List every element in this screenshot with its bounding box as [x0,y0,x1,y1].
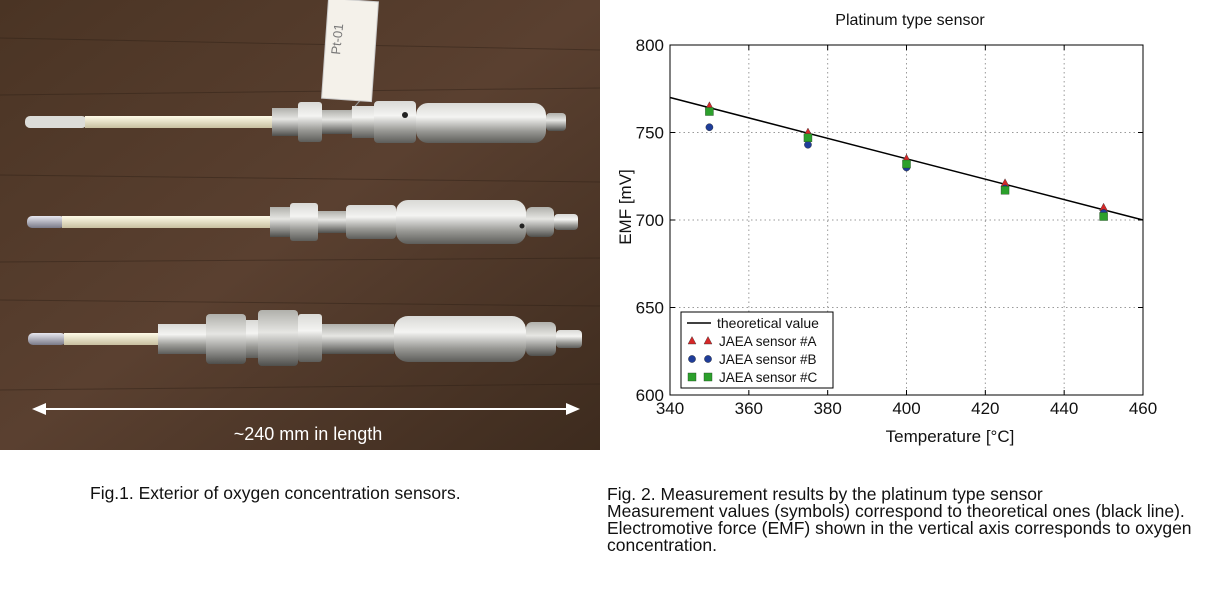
length-label: ~240 mm in length [234,424,383,444]
data-point-series-c [902,159,911,169]
tag-label: Pt-01 [328,23,346,55]
sensor-photo: Pt-01 [0,0,600,450]
y-tick-label: 800 [636,36,664,55]
legend-label: JAEA sensor #A [719,334,817,349]
data-point-series-c [1099,212,1108,221]
axis-ticks: 340 360 380 400 420 440 460 600 650 700 750 800 [636,36,1158,418]
x-tick-label: 380 [813,399,841,418]
x-tick-label: 400 [892,399,920,418]
y-tick-label: 600 [636,386,664,405]
sensor-probe-2 [27,200,578,244]
figure-2-caption-line: Measurement values (symbols) correspond … [607,501,1185,521]
x-tick-label: 440 [1050,399,1078,418]
sample-tag: Pt-01 [321,0,379,113]
figure-2-caption-line: Fig. 2. Measurement results by the plati… [607,484,1043,504]
y-tick-label: 700 [636,211,664,230]
legend-marker [704,355,712,363]
sensor-probe-3 [28,310,582,366]
y-tick-label: 650 [636,299,664,318]
emf-chart: Platinum type sensor 340 360 380 400 420 440 4… [616,12,1158,446]
figure-2-caption: Fig. 2. Measurement results by the plati… [607,484,1229,555]
x-tick-label: 420 [971,399,999,418]
x-tick-label: 360 [735,399,763,418]
x-axis-label: Temperature [°C] [886,427,1015,446]
chart-legend: theoretical value JAEA sensor #A JAEA sens… [680,311,834,389]
data-point-series-b [804,140,812,149]
legend-label: JAEA sensor #C [719,370,818,385]
y-tick-label: 750 [636,124,664,143]
legend-marker [703,336,713,345]
figure-2-caption-line: concentration. [607,535,717,555]
data-point-series-c [803,133,813,142]
length-arrow [32,403,580,415]
legend-marker [687,336,697,345]
x-tick-label: 460 [1129,399,1157,418]
figure-1-caption: Fig.1. Exterior of oxygen concentration … [90,483,461,503]
data-point-series-c [1000,186,1010,195]
legend-label: JAEA sensor #B [719,352,817,367]
data-point-series-c [705,107,714,116]
sensor-probe-1 [25,101,566,143]
legend-label: theoretical value [717,315,819,331]
chart-title: Platinum type sensor [835,12,985,29]
y-axis-label: EMF [mV] [616,169,635,245]
figure-2-caption-line: Electromotive force (EMF) shown in the v… [607,518,1192,538]
x-tick-label: 340 [656,399,684,418]
legend-marker [688,355,696,363]
legend-marker [687,372,697,382]
data-points [705,101,1108,221]
legend-marker [703,372,713,382]
data-point-series-b [705,123,714,132]
